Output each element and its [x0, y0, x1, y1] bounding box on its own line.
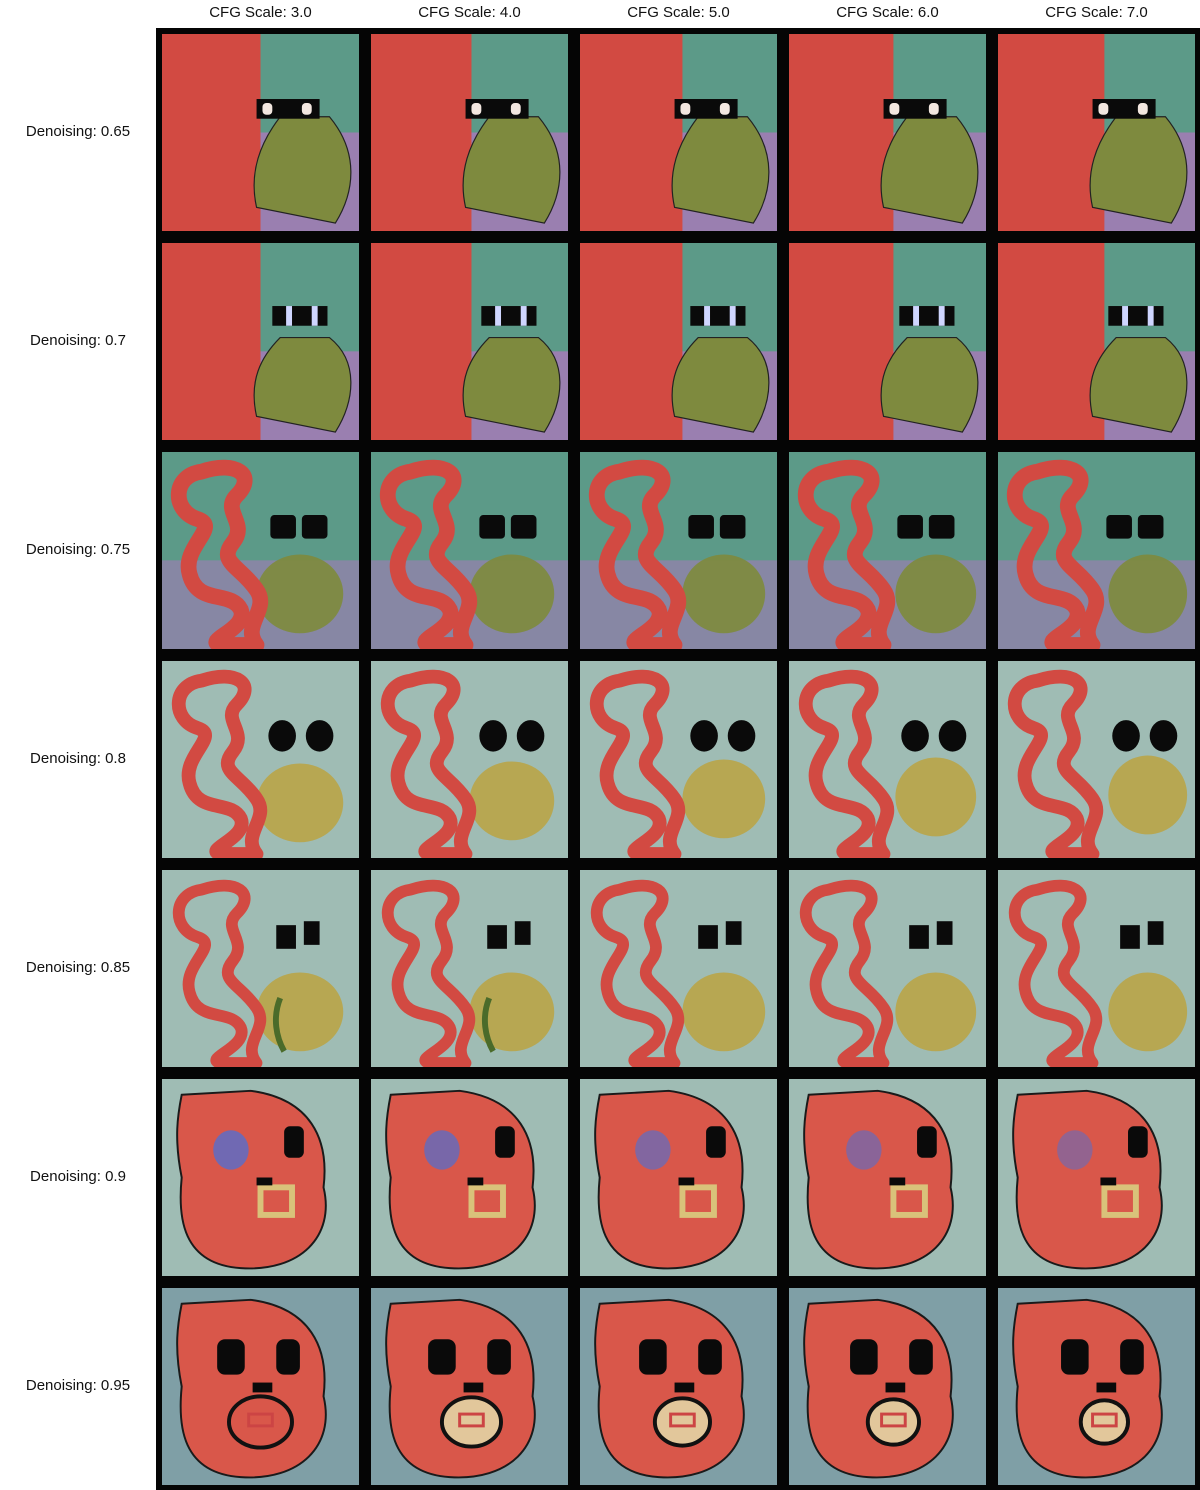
generated-image: [580, 870, 777, 1067]
generated-image: [371, 452, 568, 649]
generated-image: [371, 1079, 568, 1276]
grid-image: [162, 1288, 359, 1485]
generated-image: [789, 870, 986, 1067]
row-label: Denoising: 0.75: [25, 541, 131, 558]
grid-image: [580, 243, 777, 440]
column-header: CFG Scale: 5.0: [627, 4, 730, 21]
generated-image: [789, 34, 986, 231]
generated-image: [162, 1288, 359, 1485]
grid-image: [371, 243, 568, 440]
generated-image: [162, 34, 359, 231]
grid-image: [162, 34, 359, 231]
generated-image: [789, 452, 986, 649]
grid-image: [371, 34, 568, 231]
grid-image: [789, 870, 986, 1067]
generated-image: [162, 243, 359, 440]
generated-image: [371, 34, 568, 231]
generated-image: [580, 452, 777, 649]
grid-image: [371, 661, 568, 858]
generated-image: [998, 1079, 1195, 1276]
generated-image: [789, 661, 986, 858]
grid-image: [789, 243, 986, 440]
row-label: Denoising: 0.8: [30, 750, 126, 767]
generated-image: [371, 661, 568, 858]
grid-image: [998, 243, 1195, 440]
generated-image: [580, 1288, 777, 1485]
image-grid: [156, 28, 1200, 1490]
row-label: Denoising: 0.7: [30, 332, 126, 349]
generated-image: [371, 243, 568, 440]
grid-image: [998, 661, 1195, 858]
generated-image: [580, 34, 777, 231]
generated-image: [371, 870, 568, 1067]
grid-image: [162, 243, 359, 440]
grid-image: [580, 1079, 777, 1276]
grid-image: [162, 1079, 359, 1276]
row-label: Denoising: 0.9: [30, 1168, 126, 1185]
grid-image: [371, 1079, 568, 1276]
generated-image: [789, 243, 986, 440]
grid-image: [580, 452, 777, 649]
grid-image: [789, 1288, 986, 1485]
grid-image: [789, 1079, 986, 1276]
column-header: CFG Scale: 7.0: [1045, 4, 1148, 21]
row-label: Denoising: 0.85: [25, 959, 131, 976]
generated-image: [998, 1288, 1195, 1485]
grid-image: [371, 870, 568, 1067]
generated-image: [162, 870, 359, 1067]
grid-image: [580, 1288, 777, 1485]
generated-image: [580, 243, 777, 440]
generated-image: [789, 1079, 986, 1276]
grid-image: [580, 661, 777, 858]
grid-image: [998, 1079, 1195, 1276]
column-headers: CFG Scale: 3.0 CFG Scale: 4.0 CFG Scale:…: [156, 0, 1200, 28]
grid-image: [998, 1288, 1195, 1485]
row-labels: Denoising: 0.65 Denoising: 0.7 Denoising…: [0, 28, 156, 1490]
grid-image: [998, 870, 1195, 1067]
generated-image: [580, 661, 777, 858]
generated-image: [998, 452, 1195, 649]
generated-image: [998, 870, 1195, 1067]
grid-image: [580, 870, 777, 1067]
grid-image: [162, 870, 359, 1067]
generated-image: [162, 452, 359, 649]
generated-image: [998, 34, 1195, 231]
grid-image: [789, 661, 986, 858]
column-header: CFG Scale: 6.0: [836, 4, 939, 21]
generated-image: [580, 1079, 777, 1276]
generated-image: [998, 661, 1195, 858]
row-label: Denoising: 0.95: [25, 1377, 131, 1394]
grid-image: [371, 452, 568, 649]
grid-image: [162, 452, 359, 649]
generated-image: [998, 243, 1195, 440]
generated-image: [371, 1288, 568, 1485]
generated-image: [789, 1288, 986, 1485]
column-header: CFG Scale: 3.0: [209, 4, 312, 21]
generated-image: [162, 661, 359, 858]
column-header: CFG Scale: 4.0: [418, 4, 521, 21]
grid-image: [580, 34, 777, 231]
grid-image: [371, 1288, 568, 1485]
grid-image: [789, 34, 986, 231]
grid-image: [789, 452, 986, 649]
grid-image: [998, 34, 1195, 231]
row-label: Denoising: 0.65: [25, 123, 131, 140]
grid-image: [998, 452, 1195, 649]
grid-image: [162, 661, 359, 858]
generated-image: [162, 1079, 359, 1276]
